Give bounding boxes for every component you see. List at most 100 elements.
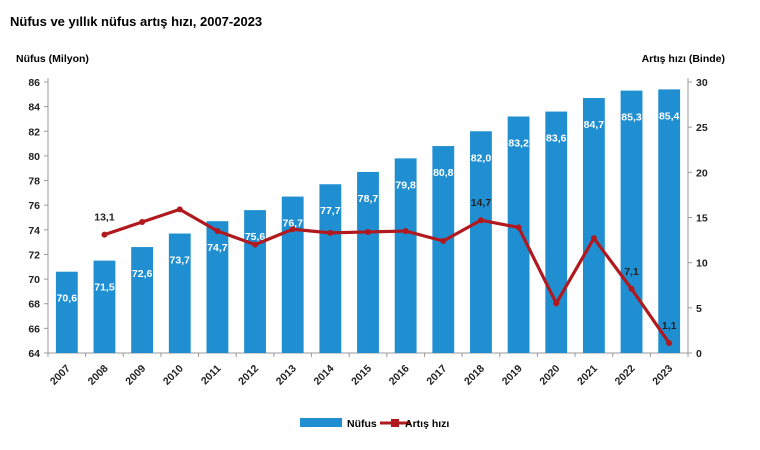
line-point [402,228,409,235]
bar-value-label: 82,0 [471,152,492,164]
bar-value-label: 79,8 [395,179,416,191]
x-tick-label: 2009 [123,363,148,388]
bar [357,171,379,353]
bar [281,196,304,353]
y2-tick-label: 20 [696,167,708,179]
legend-label-nufus: Nüfus [347,418,377,430]
x-tick-label: 2010 [161,363,186,388]
legend-label-artis-hizi: Artış hızı [405,418,449,430]
y2-tick-label: 0 [696,348,702,360]
x-tick-label: 2021 [575,363,600,388]
line-point [176,206,183,213]
y2-axis-title: Artış hızı (Binde) [642,53,725,65]
y-tick-label: 74 [28,225,40,237]
legend-swatch-nufus [300,418,342,427]
y2-tick-label: 10 [696,258,708,270]
bar [244,210,266,353]
line-point [139,219,146,226]
line-value-label: 1,1 [662,320,677,332]
line-point [590,235,597,242]
line-value-label: 14,7 [471,197,492,209]
bar-value-label: 71,5 [94,282,115,294]
bar-value-label: 83,6 [546,133,567,145]
line-value-label: 7,1 [624,266,639,278]
x-tick-label: 2014 [311,363,336,388]
bar [319,184,342,353]
line-point [101,231,108,238]
y-tick-label: 86 [28,77,40,89]
bar [507,116,530,353]
x-tick-label: 2022 [613,363,638,388]
line-point [553,300,560,307]
bar-value-label: 70,6 [57,293,78,305]
line-point [666,340,673,347]
y2-tick-label: 25 [696,122,708,134]
bar [582,98,605,353]
bar [470,131,492,353]
x-tick-label: 2016 [387,363,412,388]
y-tick-label: 78 [28,176,40,188]
y-tick-label: 76 [28,200,40,212]
bar-value-label: 85,3 [621,112,642,124]
line-value-label: 13,1 [94,212,115,224]
x-tick-label: 2023 [650,363,675,388]
line-point [515,224,522,231]
x-tick-label: 2020 [537,363,562,388]
y-tick-label: 68 [28,299,40,311]
bar [206,221,229,353]
line-point [252,241,259,248]
line-point [628,285,635,292]
bar [131,247,154,353]
bar-value-label: 84,7 [584,119,605,131]
line-point [365,228,371,235]
y-tick-label: 84 [28,102,40,114]
bar-value-label: 73,7 [170,255,191,267]
x-tick-label: 2018 [462,363,487,388]
y-axis-title: Nüfus (Milyon) [16,53,89,65]
y2-tick-label: 30 [696,77,708,89]
bar [432,146,455,353]
y-tick-label: 70 [28,274,40,286]
series-line-artis-hizi [103,207,671,344]
y-tick-label: 80 [28,151,40,163]
y-tick-label: 66 [28,323,40,335]
bar-value-label: 80,8 [433,167,454,179]
bar-value-label: 83,2 [508,137,529,149]
bar [93,260,116,353]
line-point [440,237,447,244]
line-point [289,226,296,233]
y2-tick-label: 5 [696,303,702,315]
bar [545,111,568,354]
x-tick-label: 2007 [48,363,73,388]
y-tick-label: 72 [28,249,40,261]
plot-area: 64 66 68 70 72 74 76 78 80 82 84 86 0 5 10 15 20 25 30 70,6… [28,77,708,388]
y2-tick-label: 15 [696,213,708,225]
y-tick-label: 82 [28,126,40,138]
x-tick-label: 2017 [424,363,449,388]
y-tick-label: 64 [28,348,40,360]
bar-value-label: 77,7 [320,205,341,217]
x-tick-label: 2015 [349,363,374,388]
x-tick-label: 2013 [274,363,299,388]
x-tick-label: 2019 [500,363,525,388]
bar [55,271,78,353]
bar [620,90,643,353]
line-point [477,217,484,224]
bar-value-label: 74,7 [207,242,228,254]
x-tick-label: 2008 [86,363,111,388]
bar-value-label: 72,6 [132,268,153,280]
bar-value-label: 78,7 [358,193,379,205]
chart-title: Nüfus ve yıllık nüfus artış hızı, 2007-2… [10,14,262,29]
x-tick-label: 2011 [199,363,224,388]
bar-value-label: 76,7 [282,218,303,230]
bar [658,89,681,354]
line-point [214,228,221,235]
bar-value-label: 85,4 [659,110,680,122]
legend-marker-artis-hizi [391,419,399,427]
legend: Nüfus Artış hızı [300,418,449,430]
x-tick-label: 2012 [236,363,261,388]
bar [394,158,417,353]
bar [168,233,191,353]
line-point [327,229,334,236]
